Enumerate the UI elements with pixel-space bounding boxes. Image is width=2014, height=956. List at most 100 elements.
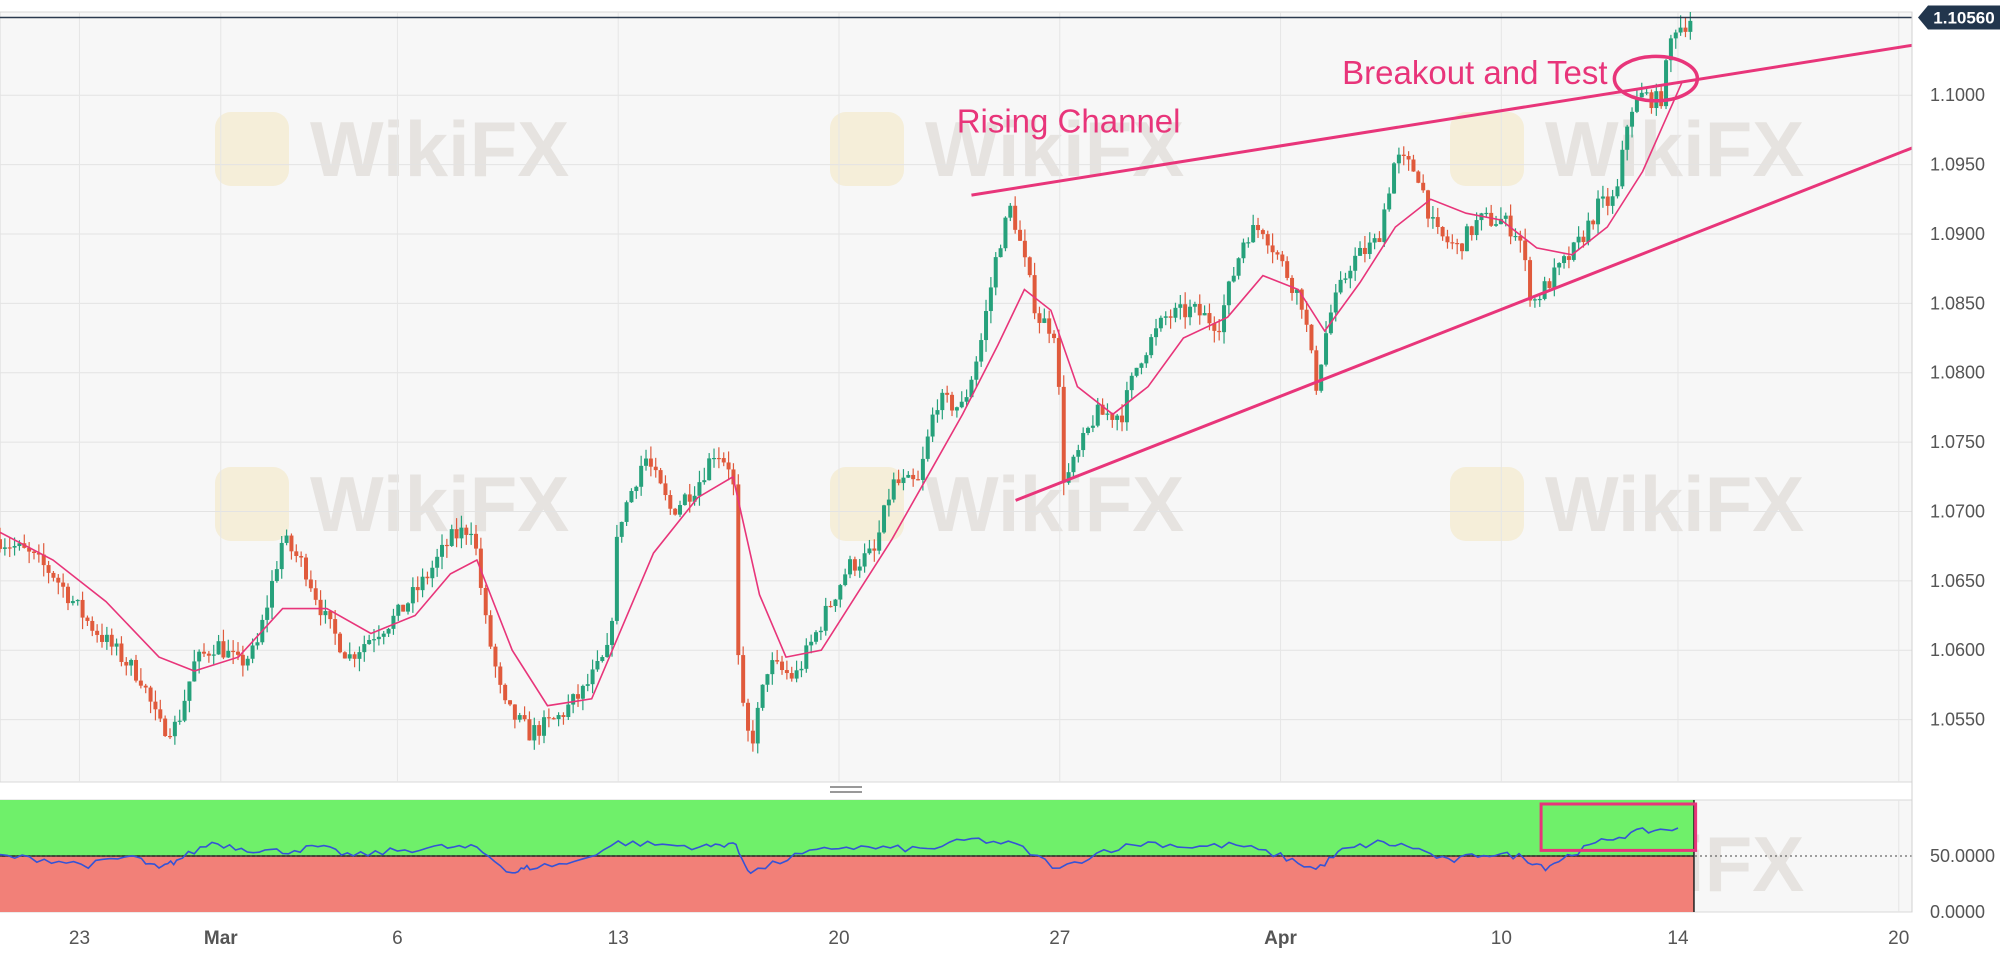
candle-body [697, 482, 702, 496]
candle-body [707, 458, 712, 481]
panel-resize-handle[interactable] [830, 786, 862, 793]
candle-body [391, 615, 396, 629]
candle-body [80, 599, 85, 618]
candle-down [27, 542, 32, 564]
candle-down [537, 720, 542, 745]
oscillator-zone [0, 856, 1694, 912]
candle-body [517, 715, 522, 720]
candle-body [1450, 242, 1455, 244]
candle-body [100, 634, 105, 642]
candle-body [726, 462, 731, 470]
candle-body [279, 542, 284, 570]
candle-body [483, 587, 488, 616]
candle-up [1202, 305, 1207, 316]
watermark: WikiFX [830, 105, 1184, 193]
candle-body [1207, 313, 1212, 324]
candle-body [1615, 186, 1620, 197]
candle-body [857, 566, 862, 571]
candle-body [226, 650, 231, 658]
candle-down [721, 452, 726, 467]
candle-down [240, 645, 245, 677]
candle-body [1173, 307, 1178, 318]
candle-down [780, 655, 785, 675]
x-tick-label: 20 [1888, 928, 1909, 949]
candle-down [1197, 294, 1202, 325]
candle-body [1362, 247, 1367, 255]
candle-body [1343, 278, 1348, 280]
candle-down [51, 570, 56, 582]
candle-body [265, 607, 270, 620]
candle-up [396, 603, 401, 621]
candle-down [1309, 324, 1314, 354]
candle-up [1192, 301, 1197, 313]
candle-body [639, 465, 644, 487]
candle-up [284, 529, 289, 546]
candle-body [794, 670, 799, 679]
candle-down [163, 715, 168, 737]
candle-down [308, 570, 313, 592]
candle-up [449, 524, 454, 547]
candle-body [46, 565, 51, 573]
candle-body [1639, 92, 1644, 98]
candle-body [561, 715, 566, 718]
candle-body [12, 546, 17, 548]
candle-up [959, 391, 964, 409]
candle-body [381, 633, 386, 637]
candle-body [1469, 226, 1474, 236]
candle-down [1047, 310, 1052, 344]
candle-body [255, 642, 260, 646]
candle-up [517, 712, 522, 723]
y-tick-label: 1.0750 [1930, 432, 1985, 452]
candle-body [1460, 243, 1465, 252]
candle-body [1474, 220, 1479, 236]
candle-down [1450, 234, 1455, 250]
candle-down [1022, 229, 1027, 267]
x-tick-label: Mar [204, 928, 238, 949]
y-tick-label: 1.0950 [1930, 155, 1985, 175]
candle-up [1586, 212, 1591, 246]
candle-body [158, 709, 163, 719]
candle-down [498, 662, 503, 694]
candle-body [148, 687, 153, 702]
candle-up [1081, 427, 1086, 457]
candle-body [1037, 313, 1042, 323]
candle-down [1314, 345, 1319, 395]
candle-body [687, 494, 692, 502]
candle-body [284, 535, 289, 543]
candle-body [1066, 472, 1071, 483]
candle-body [673, 508, 678, 515]
candle-up [901, 469, 906, 491]
candle-down [828, 600, 833, 608]
candle-up [1615, 178, 1620, 199]
candle-body [1688, 20, 1693, 32]
candle-down [1469, 225, 1474, 241]
candle-body [809, 641, 814, 646]
candle-body [678, 505, 683, 515]
candle-body [925, 436, 930, 459]
candle-down [668, 490, 673, 515]
candle-up [600, 655, 605, 663]
candle-body [877, 532, 882, 551]
candle-down [872, 539, 877, 562]
candle-body [245, 658, 250, 666]
candle-body [1367, 242, 1372, 255]
candle-up [1610, 189, 1615, 214]
candle-body [1251, 225, 1256, 243]
candle-down [46, 560, 51, 584]
candle-body [833, 599, 838, 606]
candle-down [716, 447, 721, 469]
candle-body [945, 392, 950, 395]
candle-down [168, 728, 173, 740]
candle-up [1562, 254, 1567, 269]
candle-up [974, 356, 979, 388]
candle-up [1494, 215, 1499, 227]
candle-body [663, 483, 668, 496]
candle-down [1377, 231, 1382, 243]
candle-body [493, 646, 498, 667]
candle-body [1591, 220, 1596, 225]
candle-body [85, 617, 90, 621]
candle-up [799, 661, 804, 678]
price-badge-shape [1918, 5, 2000, 30]
candle-up [862, 543, 867, 573]
